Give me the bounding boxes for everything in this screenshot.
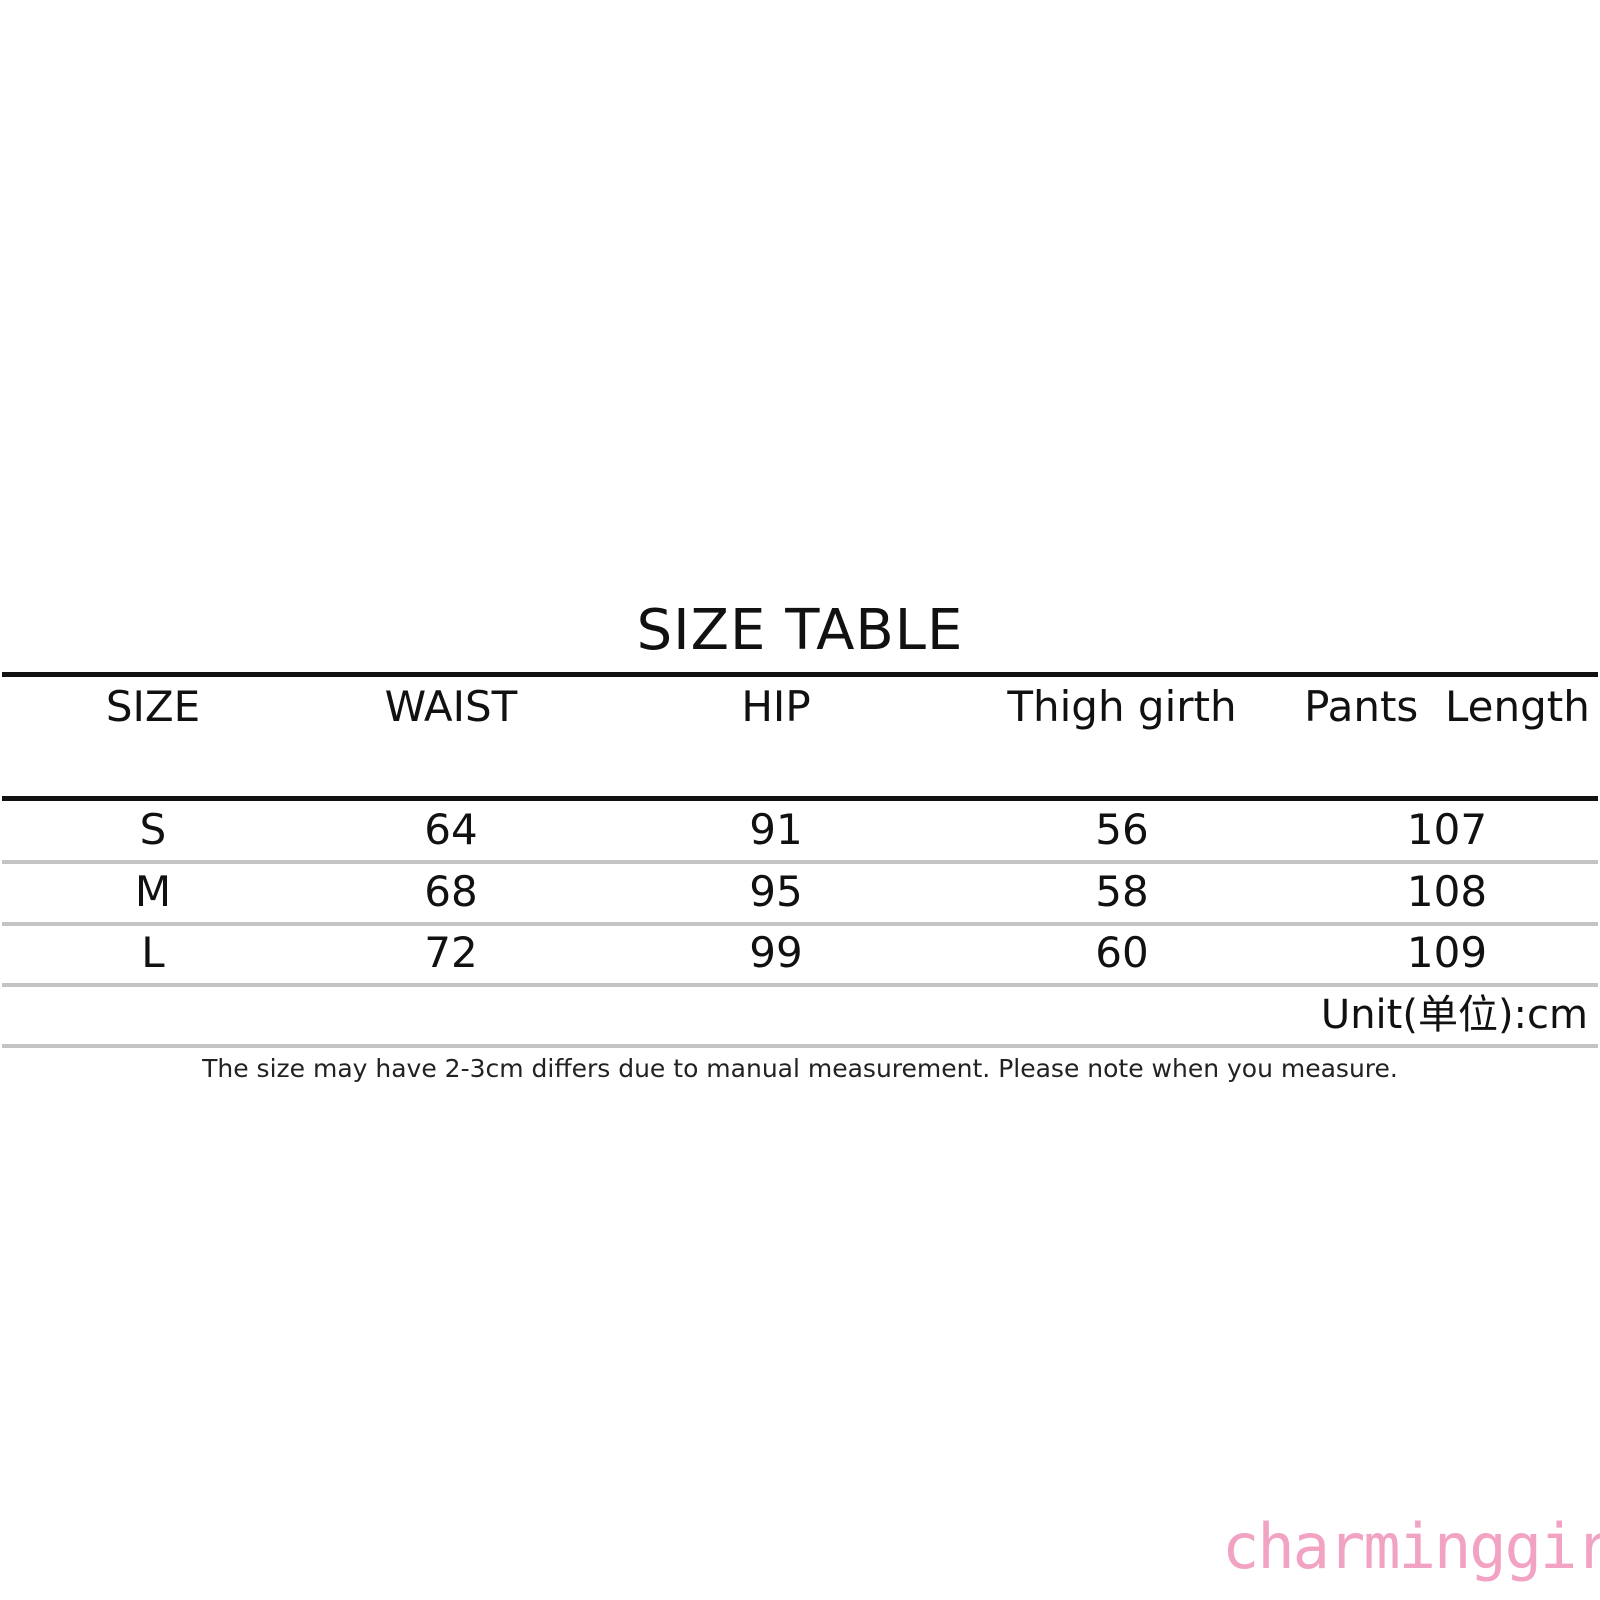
header-waist: WAIST bbox=[384, 682, 518, 731]
cell: 56 bbox=[1095, 805, 1149, 854]
cell: S bbox=[139, 805, 167, 854]
row-divider bbox=[2, 1044, 1598, 1048]
cell: 68 bbox=[424, 867, 478, 916]
cell: 91 bbox=[749, 805, 803, 854]
cell: 107 bbox=[1406, 805, 1488, 854]
header-thigh-girth: Thigh girth bbox=[1007, 682, 1237, 731]
measurement-note: The size may have 2-3cm differs due to m… bbox=[202, 1054, 1398, 1083]
cell: 60 bbox=[1095, 928, 1149, 977]
cell: 99 bbox=[749, 928, 803, 977]
watermark-logo: charminggirl bbox=[1222, 1510, 1600, 1583]
header-bottom-rule bbox=[2, 796, 1598, 801]
row-divider bbox=[2, 922, 1598, 926]
cell: 95 bbox=[749, 867, 803, 916]
cell: 108 bbox=[1406, 867, 1488, 916]
unit-label: Unit(单位):cm bbox=[1320, 992, 1588, 1038]
row-divider bbox=[2, 860, 1598, 864]
cell: 109 bbox=[1406, 928, 1488, 977]
cell: 72 bbox=[424, 928, 478, 977]
cell: 64 bbox=[424, 805, 478, 854]
header-size: SIZE bbox=[105, 682, 201, 731]
header-top-rule bbox=[2, 672, 1598, 677]
cell: M bbox=[134, 867, 172, 916]
header-hip: HIP bbox=[741, 682, 811, 731]
cell: 58 bbox=[1095, 867, 1149, 916]
row-divider bbox=[2, 983, 1598, 987]
header-pants-length: Pants Length bbox=[1304, 682, 1590, 731]
page-title: SIZE TABLE bbox=[636, 598, 964, 663]
cell: L bbox=[141, 928, 165, 977]
